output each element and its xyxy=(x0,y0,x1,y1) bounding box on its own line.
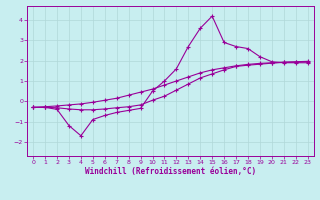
X-axis label: Windchill (Refroidissement éolien,°C): Windchill (Refroidissement éolien,°C) xyxy=(85,167,256,176)
